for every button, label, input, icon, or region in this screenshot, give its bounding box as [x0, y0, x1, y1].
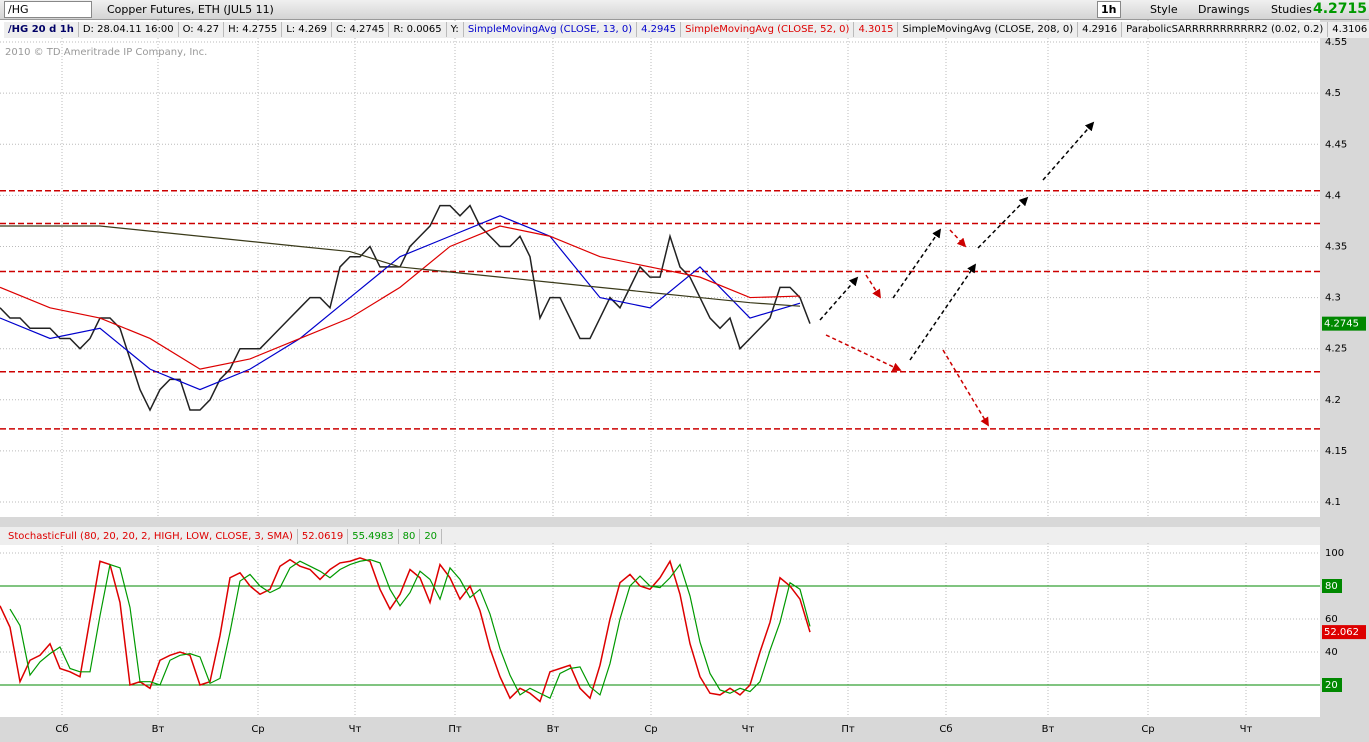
- h-line-label: 80: [1325, 581, 1338, 592]
- interval[interactable]: 1h: [1097, 1, 1121, 18]
- series-line: [0, 557, 811, 703]
- arrow: [1042, 121, 1095, 181]
- y: Y:: [447, 22, 464, 37]
- symbol-box[interactable]: /HG: [4, 1, 92, 18]
- studies-button[interactable]: Studies: [1271, 3, 1312, 16]
- y-tick-label: 4.5: [1325, 88, 1341, 99]
- stoch-panel: [0, 527, 1320, 717]
- date: D: 28.04.11 16:00: [79, 22, 179, 37]
- drawings-button[interactable]: Drawings: [1198, 3, 1250, 16]
- status-bar: /HG 20 d 1h D: 28.04.11 16:00 O: 4.27 H: 4.…: [4, 22, 1369, 38]
- toolbar: /HG Copper Futures, ETH (JUL5 11) 1h Sty…: [0, 0, 1369, 20]
- low: L: 4.269: [282, 22, 332, 37]
- readout: 55.4983: [348, 529, 399, 544]
- y-tick-label: 100: [1325, 548, 1344, 559]
- price-layer: 4.55 4.5 4.45 4.4 4.35 4.3 4.25 4.2 4.15 4.1 4.274…: [0, 20, 1366, 517]
- x-tick-label: Вт: [1042, 724, 1055, 735]
- y-tick-label: 4.3: [1325, 293, 1341, 304]
- x-tick-label: Сб: [939, 724, 952, 735]
- last-tag: [1322, 316, 1366, 331]
- y-tick-label: 4.25: [1325, 344, 1347, 355]
- stoch-legend: StochasticFull (80, 20, 20, 2, HIGH, LOW…: [4, 529, 443, 545]
- legend: SimpleMovingAvg (CLOSE, 208, 0): [898, 22, 1079, 37]
- readout: 4.3106: [1328, 22, 1369, 37]
- y-tick-label: 40: [1325, 647, 1338, 658]
- style-button[interactable]: Style: [1150, 3, 1178, 16]
- last-label: 52.062: [1324, 627, 1359, 638]
- readout: 4.2945: [637, 22, 682, 37]
- x-tick-label: Пт: [448, 724, 462, 735]
- y-tick-label: 4.15: [1325, 446, 1347, 457]
- h-line-tag: [1322, 678, 1342, 693]
- high: H: 4.2755: [224, 22, 283, 37]
- x-tick-label: Сб: [55, 724, 68, 735]
- stoch-layer: 10080604020802052.062СбВтСрЧтПтВтСрЧтПтС…: [0, 543, 1366, 735]
- legend: ParabolicSARRRRRRRRRRR2 (0.02, 0.2): [1122, 22, 1329, 37]
- drawings: [819, 121, 1095, 427]
- readout: 80: [399, 529, 421, 544]
- x-tick-label: Пт: [841, 724, 855, 735]
- legend: SimpleMovingAvg (CLOSE, 52, 0): [681, 22, 855, 37]
- y-tick-label: 60: [1325, 614, 1338, 625]
- legend: StochasticFull (80, 20, 20, 2, HIGH, LOW…: [4, 529, 298, 544]
- y-tick-label: 4.35: [1325, 241, 1347, 252]
- arrow: [909, 263, 977, 361]
- readout: 4.3015: [854, 22, 899, 37]
- description: Copper Futures, ETH (JUL5 11): [107, 3, 274, 16]
- x-tick-label: Вт: [152, 724, 165, 735]
- arrow: [977, 196, 1029, 249]
- range: R: 0.0065: [389, 22, 447, 37]
- arrow: [819, 276, 859, 321]
- h-line-label: 20: [1325, 680, 1338, 691]
- x-tick-label: Чт: [742, 724, 755, 735]
- period: /HG 20 d 1h: [4, 22, 79, 37]
- readout: 20: [420, 529, 443, 544]
- last-price: 4.2715: [1313, 1, 1368, 17]
- y-tick-label: 4.4: [1325, 190, 1341, 201]
- copyright: 2010 © TD Ameritrade IP Company, Inc.: [5, 47, 207, 58]
- series-line: [0, 204, 811, 412]
- y-tick-label: 4.2: [1325, 395, 1341, 406]
- x-tick-label: Чт: [1240, 724, 1253, 735]
- arrow: [942, 349, 989, 427]
- series-line: [0, 225, 801, 307]
- last-label: 4.2745: [1324, 319, 1359, 330]
- series-line: [0, 225, 801, 370]
- y-tick-label: 4.1: [1325, 497, 1341, 508]
- x-tick-label: Ср: [644, 724, 657, 735]
- readout: 4.2916: [1078, 22, 1123, 37]
- x-tick-label: Ср: [251, 724, 264, 735]
- series-line: [9, 558, 811, 700]
- close: C: 4.2745: [332, 22, 390, 37]
- chart: 4.55 4.5 4.45 4.4 4.35 4.3 4.25 4.2 4.15 4.1 4.274…: [0, 20, 1366, 735]
- open: O: 4.27: [179, 22, 225, 37]
- x-tick-label: Ср: [1141, 724, 1154, 735]
- h-line-tag: [1322, 579, 1342, 594]
- x-tick-label: Вт: [547, 724, 560, 735]
- arrow: [865, 274, 881, 299]
- readout: 52.0619: [298, 529, 349, 544]
- legend: SimpleMovingAvg (CLOSE, 13, 0): [464, 22, 638, 37]
- last-tag: [1322, 625, 1366, 640]
- arrow: [949, 229, 967, 248]
- x-tick-label: Чт: [349, 724, 362, 735]
- y-tick-label: 4.55: [1325, 37, 1347, 48]
- y-tick-label: 4.45: [1325, 139, 1347, 150]
